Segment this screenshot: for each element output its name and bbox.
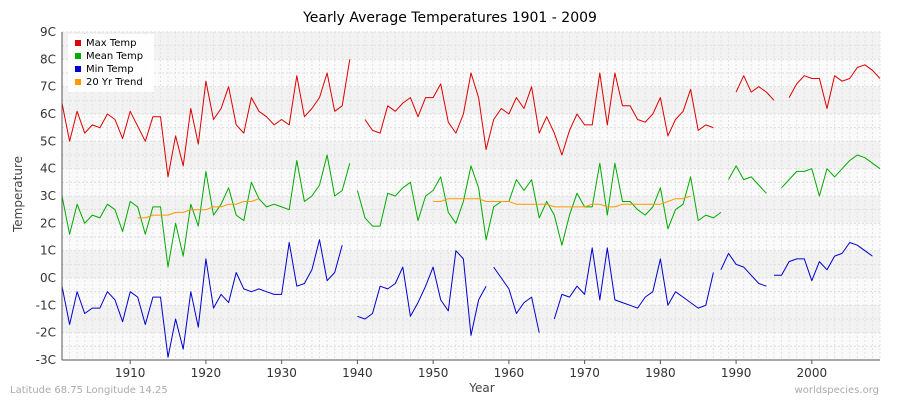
series-line-max-temp: [735, 75, 775, 101]
y-axis-label: Temperature: [11, 156, 25, 233]
y-tick-label: -3C: [36, 353, 56, 367]
chart-title: Yearly Average Temperatures 1901 - 2009: [302, 10, 597, 26]
series-line-20-yr-trend: [433, 195, 691, 208]
y-tick-label: 9C: [40, 25, 56, 39]
legend-swatch-20-yr-trend: [75, 79, 81, 85]
x-tick-label: 1970: [569, 366, 600, 380]
gridlines: [61, 31, 881, 361]
legend-swatch-mean-temp: [75, 53, 81, 59]
axes: [61, 32, 880, 361]
x-tick-label: 1920: [191, 366, 222, 380]
x-axis-label: Year: [468, 381, 494, 395]
series-line-mean-temp: [61, 154, 351, 268]
series-line-max-temp: [364, 72, 714, 156]
legend-swatch-min-temp: [75, 66, 81, 72]
series-line-min-temp: [553, 247, 714, 320]
y-tick-label: 2C: [40, 216, 56, 230]
y-tick-label: 7C: [40, 80, 56, 94]
series-lines: [61, 59, 881, 358]
legend-swatch-max-temp: [75, 40, 81, 46]
legend-label-mean-temp: Mean Temp: [86, 51, 143, 62]
y-tick-label: 0C: [40, 271, 56, 285]
series-line-max-temp: [61, 59, 351, 178]
x-tick-label: 1980: [645, 366, 676, 380]
y-tick-label: 6C: [40, 107, 56, 121]
series-line-20-yr-trend: [137, 198, 260, 219]
y-tick-label: -2C: [36, 326, 56, 340]
series-line-min-temp: [493, 266, 540, 333]
x-tick-label: 1940: [342, 366, 373, 380]
y-tick-label: 1C: [40, 244, 56, 258]
series-line-mean-temp: [781, 154, 881, 197]
y-tick-label: 8C: [40, 52, 56, 66]
series-line-min-temp: [720, 252, 767, 287]
legend-label-max-temp: Max Temp: [86, 38, 137, 49]
footer-source: worldspecies.org: [795, 385, 879, 396]
y-tick-label: 4C: [40, 162, 56, 176]
y-tick-label: 3C: [40, 189, 56, 203]
footer-coordinates: Latitude 68.75 Longitude 14.25: [10, 385, 168, 396]
x-tick-label: 1990: [721, 366, 752, 380]
x-tick-label: 2000: [797, 366, 828, 380]
x-tick-label: 1930: [266, 366, 297, 380]
legend: Max Temp Mean Temp Min Temp 20 Yr Trend: [68, 34, 154, 92]
x-tick-label: 1960: [494, 366, 525, 380]
series-line-min-temp: [774, 242, 873, 282]
tick-labels: -3C -2C -1C 0C 1C 2C 3C 4C 5C 6C 7C 8C 9C 1910 1920 193…: [36, 25, 827, 380]
legend-box: [68, 34, 154, 92]
series-line-min-temp: [61, 239, 343, 358]
y-tick-label: 5C: [40, 134, 56, 148]
series-line-mean-temp: [728, 165, 767, 194]
x-tick-label: 1910: [115, 366, 146, 380]
series-line-min-temp: [357, 250, 487, 336]
series-line-mean-temp: [356, 162, 722, 246]
y-tick-label: -1C: [36, 298, 56, 312]
x-tick-label: 1950: [418, 366, 449, 380]
series-line-max-temp: [788, 64, 881, 109]
legend-label-20-yr-trend: 20 Yr Trend: [86, 77, 143, 88]
legend-label-min-temp: Min Temp: [86, 64, 134, 75]
